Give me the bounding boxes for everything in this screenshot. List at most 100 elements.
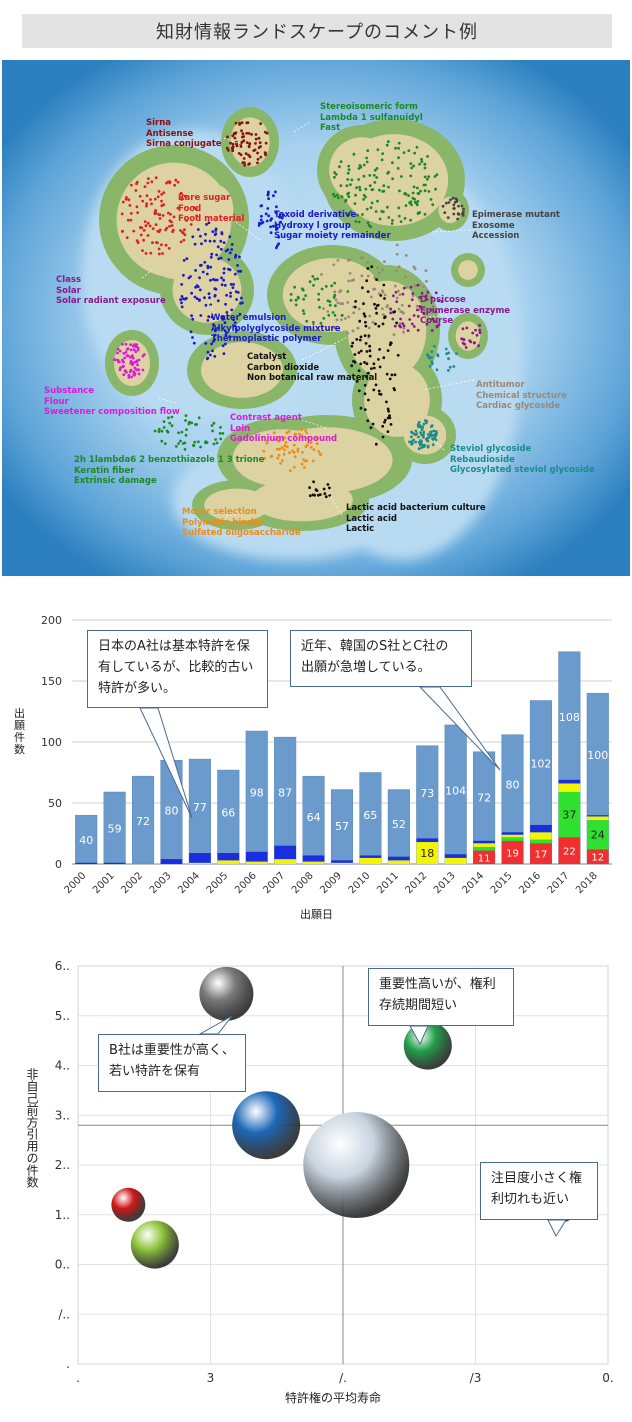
patent-dot [426,445,430,449]
patent-dot [148,224,152,228]
patent-dot [366,221,370,225]
patent-dot [392,333,396,337]
patent-dot [275,447,279,451]
patent-dot [258,221,261,225]
patent-dot [308,494,312,498]
patent-dot [132,343,136,347]
callout-companies-s-c: 近年、韓国のS社とC社の出願が急増している。 [290,630,472,687]
patent-dot [422,430,426,434]
patent-dot [156,241,159,245]
bar-segment [75,862,98,864]
patent-dot [396,353,400,357]
patent-dot [368,184,372,188]
patent-dot [394,269,398,273]
patent-dot [355,186,358,190]
bar-x-tick-label: 2011 [375,870,401,896]
patent-dot [373,287,377,291]
patent-dot [220,276,223,280]
patent-dot [282,213,285,217]
patent-dot [191,336,194,339]
patent-dot [305,319,309,323]
patent-dot [349,210,352,214]
patent-dot [224,342,227,346]
patent-dot [280,216,284,220]
patent-dot [160,193,164,196]
patent-dot [206,350,210,354]
patent-dot [235,328,239,332]
patent-dot [326,483,330,486]
patent-dot [192,444,196,448]
patent-dot [177,442,181,445]
patent-dot [195,214,199,218]
patent-dot [420,440,423,443]
patent-dot [289,293,293,296]
patent-dot [118,349,122,353]
bubble-y-tick-label: /.. [58,1307,70,1321]
patent-dot [185,219,188,222]
patent-dot [308,486,311,489]
patent-dot [347,315,350,319]
island-core [116,162,232,278]
patent-dot [285,431,289,435]
patent-dot [448,365,452,369]
patent-dot [388,416,392,420]
patent-dot [322,317,326,320]
island-core [232,429,332,487]
patent-dot [378,365,382,369]
patent-dot [314,488,318,492]
patent-dot [145,204,148,208]
patent-dot [382,356,386,360]
bar-total-label: 102 [530,758,551,771]
patent-dot [357,178,361,181]
cluster-label: Lactic acid bacterium culture Lactic acid… [346,503,486,534]
patent-dot [206,319,210,322]
patent-dot [429,308,433,312]
island-core [201,342,283,398]
bar-segment [217,860,240,864]
patent-dot [363,314,367,318]
patent-dot [260,214,263,218]
patent-dot [199,263,203,267]
patent-dot [376,148,380,152]
patent-dot [192,341,196,345]
patent-dot [160,199,163,203]
patent-dot [356,213,359,217]
patent-dot [154,209,158,212]
bubble-y-tick-label: 6.. [55,959,70,973]
filing-trend-plot: 0 50 100 150 200 40 2000 59 2001 72 2002 80 2003 77 20… [41,614,612,896]
patent-dot [173,183,177,187]
patent-dot [220,283,224,287]
patent-dot [216,245,220,249]
patent-dot [354,193,357,197]
cluster-label: Water emulsion Alkylpolyglycoside mixture… [211,313,341,344]
patent-dot [133,360,137,364]
patent-dot [212,421,216,425]
patent-dot [333,195,337,198]
patent-dot [157,427,161,431]
bubble-x-axis-title: 特許権の平均寿命 [285,1391,382,1405]
bar-segment [501,837,524,841]
label-leader-line [207,299,216,315]
patent-dot [270,454,274,458]
patent-dot [365,350,369,353]
patent-dot [240,140,244,144]
patent-dot [145,202,149,206]
patent-dot [394,290,398,294]
patent-dot [409,162,413,165]
patent-dot [165,181,168,185]
patent-dot [391,161,394,165]
patent-dot [216,299,220,303]
patent-dot [361,213,364,216]
patent-dot [195,297,199,300]
patent-dot [129,348,133,352]
patent-dot [292,465,296,469]
patent-dot [213,239,216,243]
patent-dot [395,300,399,304]
patent-dot [267,214,271,218]
patent-dot [331,311,335,314]
patent-dot [426,177,429,181]
patent-dot [457,204,460,208]
patent-dot [179,229,182,232]
patent-dot [346,171,350,175]
patent-dot [291,449,295,453]
